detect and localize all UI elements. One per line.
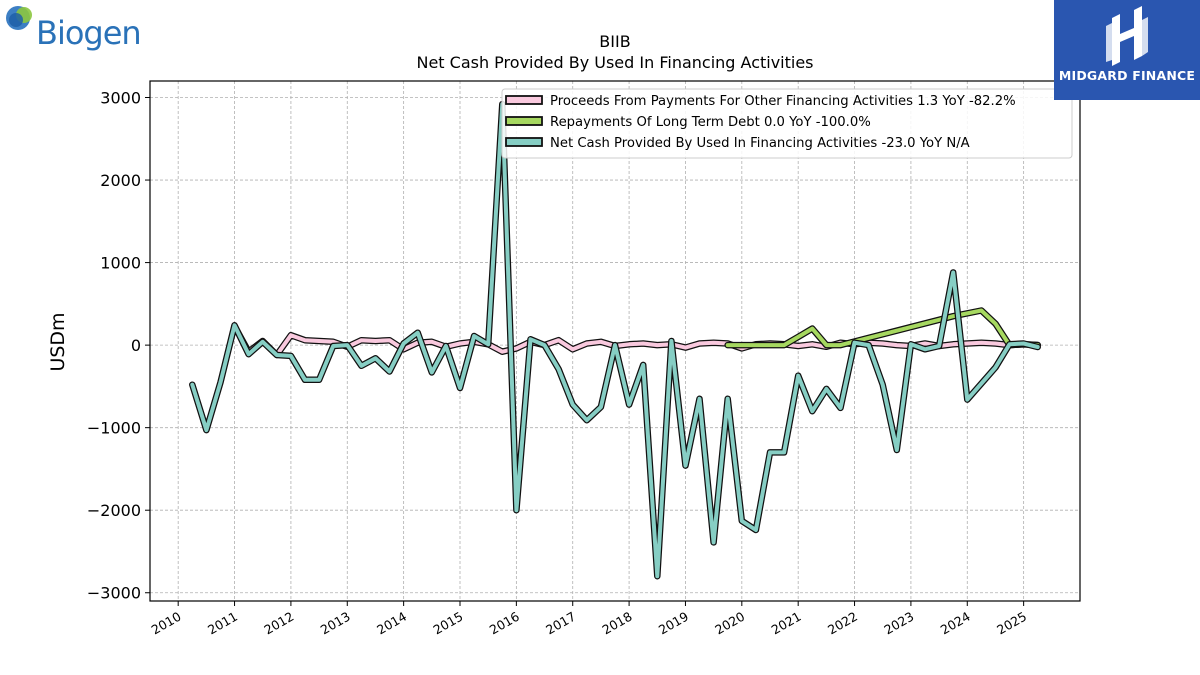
x-tick-label: 2013 <box>318 609 353 638</box>
x-tick-label: 2017 <box>543 609 578 638</box>
legend: Proceeds From Payments For Other Financi… <box>501 88 1073 159</box>
y-tick-label: 0 <box>131 336 141 355</box>
series-outline-repayments <box>724 307 1041 349</box>
midgard-finance-logo: MIDGARD FINANCE <box>1054 0 1200 100</box>
legend-swatch-net_cash <box>505 137 543 147</box>
chart-subtitle: Net Cash Provided By Used In Financing A… <box>416 53 813 72</box>
y-tick-label: 3000 <box>100 89 141 108</box>
x-tick-label: 2014 <box>374 609 409 638</box>
biogen-logo-text: Biogen <box>36 14 142 52</box>
y-tick-label: −3000 <box>87 584 141 603</box>
y-tick-label: −1000 <box>87 419 141 438</box>
biogen-logo: Biogen <box>4 4 154 54</box>
x-tick-label: 2016 <box>487 609 522 638</box>
x-tick-label: 2022 <box>825 609 860 638</box>
x-tick-label: 2015 <box>430 609 465 638</box>
y-tick-label: 2000 <box>100 171 141 190</box>
legend-label-net_cash: Net Cash Provided By Used In Financing A… <box>550 136 970 151</box>
y-tick-label: 1000 <box>100 254 141 273</box>
x-tick-label: 2019 <box>656 609 691 638</box>
x-tick-label: 2018 <box>600 609 635 638</box>
legend-swatch-repayments <box>505 116 543 126</box>
legend-label-repayments: Repayments Of Long Term Debt 0.0 YoY -10… <box>550 115 871 130</box>
legend-box <box>501 88 1073 159</box>
x-tick-label: 2024 <box>938 609 973 638</box>
x-tick-label: 2021 <box>769 609 804 638</box>
y-tick-label: −2000 <box>87 501 141 520</box>
series-layer <box>189 100 1041 580</box>
x-tick-label: 2023 <box>881 609 916 638</box>
x-tick-label: 2025 <box>994 609 1029 638</box>
y-axis-label: USDm <box>47 312 69 371</box>
legend-label-proceeds: Proceeds From Payments For Other Financi… <box>550 94 1016 109</box>
series-line-repayments <box>725 308 1040 348</box>
midgard-mark-icon <box>1106 6 1148 66</box>
series-line-proceeds <box>232 324 1040 357</box>
legend-swatch-proceeds <box>505 95 543 105</box>
x-tick-label: 2010 <box>149 609 184 638</box>
series-line-net_cash <box>190 102 1040 579</box>
chart-title: BIIB <box>599 32 630 51</box>
x-tick-label: 2012 <box>261 609 296 638</box>
plot-frame <box>149 80 1081 602</box>
x-tick-label: 2020 <box>712 609 747 638</box>
x-tick-label: 2011 <box>205 609 240 638</box>
midgard-logo-text: MIDGARD FINANCE <box>1058 68 1196 83</box>
